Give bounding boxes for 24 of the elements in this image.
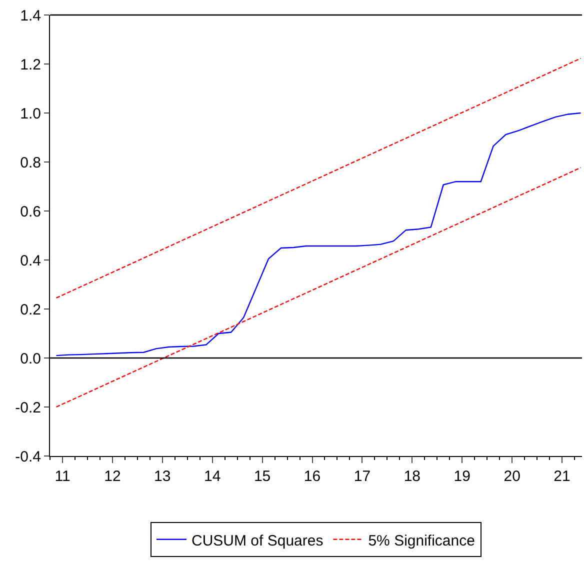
x-tick-label: 11 — [54, 468, 70, 485]
y-tick-label: 0.4 — [20, 252, 41, 270]
x-tick-label: 16 — [304, 468, 321, 485]
y-tick-label: 1.2 — [20, 56, 41, 74]
y-tick-label: 0.8 — [20, 154, 41, 172]
line-series — [56, 112, 582, 356]
x-tick-label: 12 — [104, 468, 121, 485]
x-tick-label: 20 — [504, 468, 520, 485]
x-tick-label: 21 — [554, 468, 570, 485]
legend-label: 5% Significance — [368, 532, 475, 550]
y-tick-label: 1.4 — [20, 7, 41, 24]
y-tick-label: 0.6 — [20, 203, 41, 220]
x-tick-label: 19 — [454, 468, 470, 485]
y-tick-label: 0.2 — [20, 301, 41, 318]
x-tick-label: 13 — [154, 468, 171, 485]
legend-label: CUSUM of Squares — [192, 532, 324, 550]
x-tick-label: 18 — [404, 468, 421, 485]
x-tick-label: 17 — [354, 468, 371, 485]
y-tick-label: -0.4 — [15, 448, 41, 466]
y-tick-label: 1.0 — [20, 105, 41, 122]
y-tick-label: 0.0 — [20, 350, 41, 368]
y-tick-label: -0.2 — [15, 399, 41, 416]
x-tick-label: 14 — [204, 468, 221, 485]
x-tick-label: 15 — [254, 468, 271, 485]
